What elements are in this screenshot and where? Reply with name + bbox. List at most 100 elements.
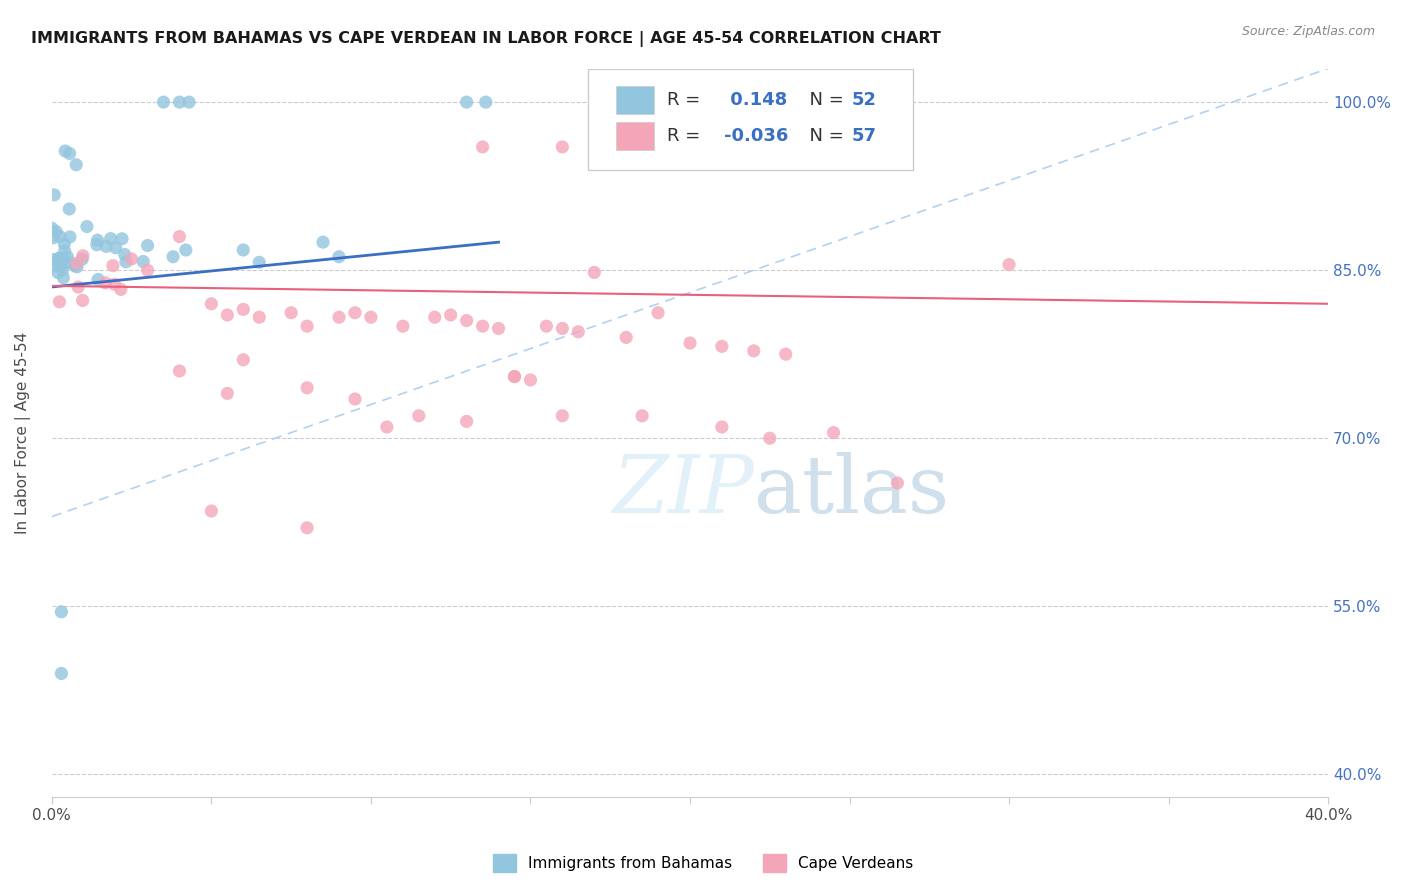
Point: [42, 259, 65, 273]
Point: [72, 249, 94, 263]
Point: [72, 293, 94, 308]
Point: [94, 239, 117, 253]
Point: [42, 252, 65, 267]
Point: [76, 219, 98, 234]
Point: [200, 504, 222, 518]
Point: [631, 409, 654, 423]
Point: [66, 260, 89, 274]
Point: [53, 244, 76, 258]
Point: [775, 347, 797, 361]
Point: [886, 475, 908, 490]
Point: [475, 95, 498, 109]
Point: [295, 319, 318, 334]
Point: [536, 319, 558, 334]
Point: [48, 252, 70, 266]
Point: [742, 343, 765, 358]
Text: N =: N =: [799, 128, 851, 145]
Point: [51, 666, 73, 681]
Point: [456, 313, 478, 327]
Point: [232, 302, 254, 317]
Point: [103, 277, 125, 292]
Point: [360, 310, 382, 325]
Point: [471, 319, 494, 334]
Point: [63, 259, 86, 273]
Point: [115, 255, 138, 269]
Point: [232, 352, 254, 367]
Point: [343, 306, 366, 320]
Text: Source: ZipAtlas.com: Source: ZipAtlas.com: [1241, 25, 1375, 38]
Point: [551, 409, 574, 423]
Text: N =: N =: [799, 91, 851, 109]
Point: [551, 321, 574, 335]
Point: [503, 369, 526, 384]
Point: [46, 265, 69, 279]
Point: [121, 252, 143, 266]
Point: [132, 254, 155, 268]
Point: [647, 306, 669, 320]
FancyBboxPatch shape: [616, 86, 654, 113]
Point: [169, 229, 191, 244]
Text: IMMIGRANTS FROM BAHAMAS VS CAPE VERDEAN IN LABOR FORCE | AGE 45-54 CORRELATION C: IMMIGRANTS FROM BAHAMAS VS CAPE VERDEAN …: [31, 31, 941, 47]
Point: [87, 272, 110, 286]
Text: ZIP: ZIP: [612, 452, 754, 530]
Point: [136, 238, 159, 252]
Point: [583, 265, 606, 279]
Point: [488, 321, 510, 335]
Point: [49, 251, 72, 265]
Point: [41, 221, 63, 235]
Text: R =: R =: [666, 128, 706, 145]
Point: [679, 336, 702, 351]
Point: [49, 259, 72, 273]
Point: [328, 250, 350, 264]
Point: [136, 263, 159, 277]
FancyBboxPatch shape: [588, 69, 914, 170]
Point: [58, 255, 80, 269]
Point: [152, 95, 174, 109]
Point: [232, 243, 254, 257]
Point: [456, 414, 478, 428]
Point: [48, 294, 70, 309]
FancyBboxPatch shape: [616, 122, 654, 150]
Point: [100, 231, 122, 245]
Point: [110, 282, 132, 296]
Point: [519, 373, 541, 387]
Point: [710, 420, 733, 434]
Point: [423, 310, 446, 325]
Point: [169, 364, 191, 378]
Point: [52, 270, 75, 285]
Point: [42, 231, 65, 245]
Point: [59, 146, 82, 161]
Point: [94, 276, 117, 290]
Y-axis label: In Labor Force | Age 45-54: In Labor Force | Age 45-54: [15, 332, 31, 533]
Point: [295, 381, 318, 395]
Point: [312, 235, 335, 249]
Point: [70, 252, 93, 267]
Text: atlas: atlas: [754, 452, 949, 530]
Point: [65, 158, 87, 172]
Point: [162, 250, 184, 264]
Point: [104, 241, 127, 255]
Point: [114, 247, 136, 261]
Point: [200, 297, 222, 311]
Point: [169, 95, 191, 109]
Point: [758, 431, 780, 445]
Point: [408, 409, 430, 423]
Point: [710, 339, 733, 353]
Point: [343, 392, 366, 406]
Point: [66, 256, 89, 270]
Point: [101, 259, 124, 273]
Point: [998, 258, 1021, 272]
Point: [280, 306, 302, 320]
Point: [567, 325, 589, 339]
Point: [247, 310, 270, 325]
Point: [86, 233, 108, 247]
Point: [67, 280, 90, 294]
Point: [58, 202, 80, 216]
Point: [51, 605, 73, 619]
Point: [217, 386, 239, 401]
Point: [551, 140, 574, 154]
Point: [45, 225, 67, 239]
Point: [375, 420, 398, 434]
Text: 52: 52: [852, 91, 877, 109]
Point: [53, 236, 76, 251]
